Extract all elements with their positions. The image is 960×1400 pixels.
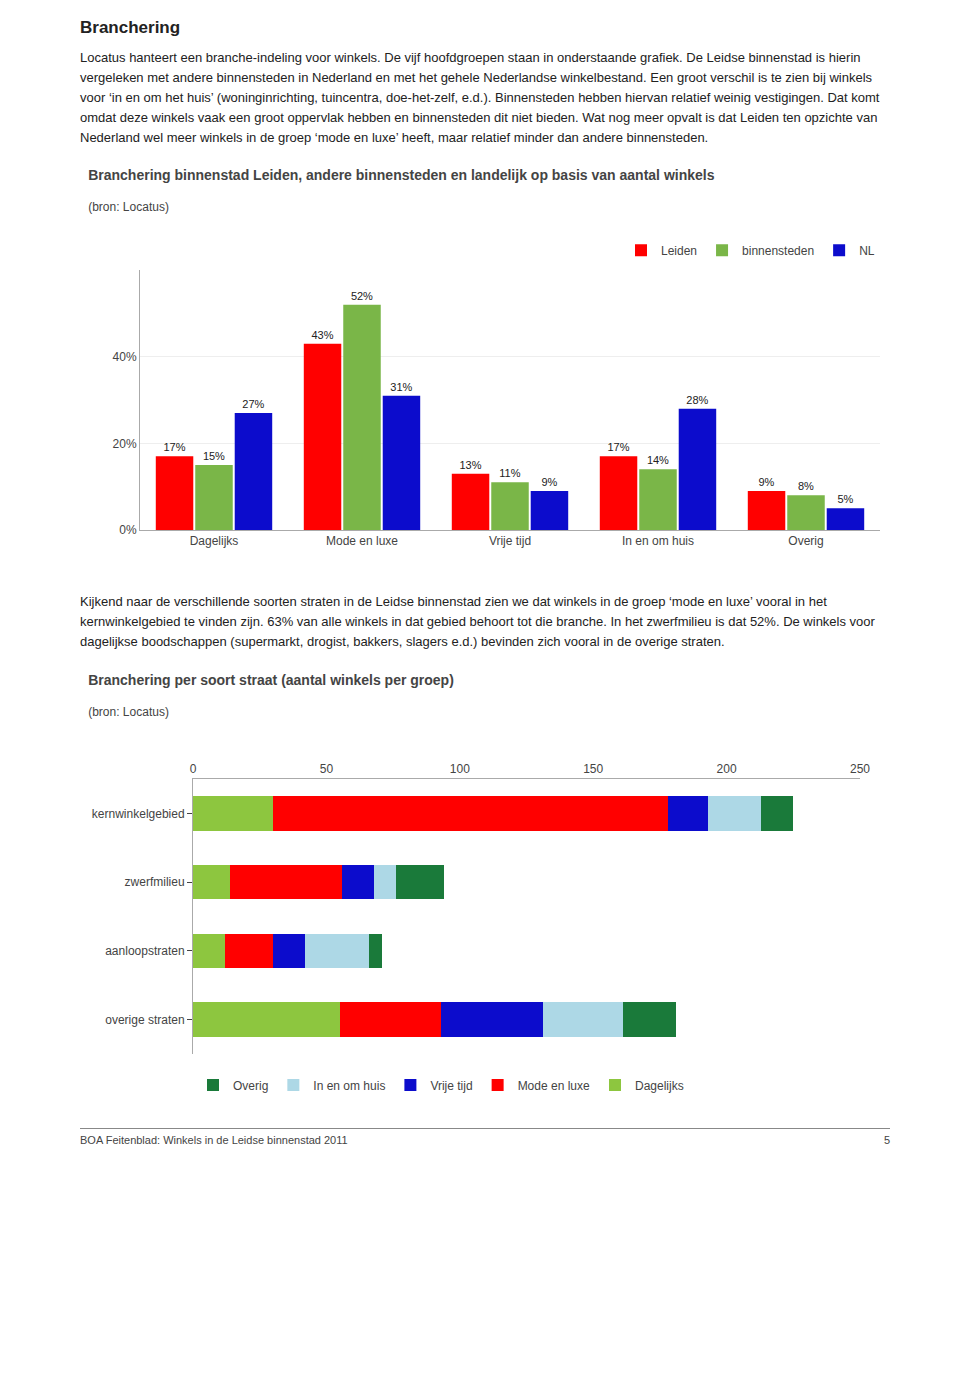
svg-text:In en om huis: In en om huis [313, 1079, 385, 1093]
svg-text:17%: 17% [607, 441, 629, 453]
svg-text:kernwinkelgebied: kernwinkelgebied [92, 807, 185, 821]
svg-text:5%: 5% [837, 493, 853, 505]
svg-text:31%: 31% [390, 381, 412, 393]
html-text:Locatus hanteert een branche-i: Locatus hanteert een branche-indeling vo… [80, 50, 880, 145]
svg-text:Branchering per soort straat (: Branchering per soort straat (aantal win… [88, 672, 454, 688]
html-text:5: 5 [883, 1134, 890, 1146]
svg-text:aanloopstraten: aanloopstraten [105, 944, 184, 958]
svg-text:Overig: Overig [788, 534, 823, 548]
svg-text:200: 200 [717, 762, 737, 776]
svg-text:Leiden: Leiden [661, 244, 697, 258]
svg-text:zwerfmilieu: zwerfmilieu [125, 875, 185, 889]
svg-text:Vrije tijd: Vrije tijd [430, 1079, 472, 1093]
svg-text:Vrije tijd: Vrije tijd [489, 534, 531, 548]
svg-text:100: 100 [450, 762, 470, 776]
svg-text:Branchering binnenstad Leiden,: Branchering binnenstad Leiden, andere bi… [88, 167, 714, 183]
svg-text:28%: 28% [686, 394, 708, 406]
svg-text:9%: 9% [758, 476, 774, 488]
svg-text:50: 50 [320, 762, 334, 776]
svg-text:binnensteden: binnensteden [742, 244, 814, 258]
svg-text:13%: 13% [459, 459, 481, 471]
svg-text:NL: NL [859, 244, 875, 258]
svg-text:overige straten: overige straten [105, 1013, 184, 1027]
svg-text:20%: 20% [113, 437, 137, 451]
svg-text:Overig: Overig [233, 1079, 268, 1093]
svg-text:17%: 17% [163, 441, 185, 453]
svg-text:Mode en luxe: Mode en luxe [518, 1079, 590, 1093]
svg-text:9%: 9% [541, 476, 557, 488]
svg-text:250: 250 [850, 762, 870, 776]
svg-text:43%: 43% [311, 329, 333, 341]
svg-text:14%: 14% [647, 454, 669, 466]
svg-text:27%: 27% [242, 398, 264, 410]
svg-text:0%: 0% [119, 523, 137, 537]
svg-text:15%: 15% [203, 450, 225, 462]
svg-text:(bron: Locatus): (bron: Locatus) [88, 705, 169, 719]
svg-text:Dagelijks: Dagelijks [635, 1079, 684, 1093]
svg-text:(bron: Locatus): (bron: Locatus) [88, 200, 169, 214]
svg-text:0: 0 [190, 762, 197, 776]
svg-text:Mode en luxe: Mode en luxe [326, 534, 398, 548]
html-text:BOA Feitenblad: Winkels in de: BOA Feitenblad: Winkels in de Leidse bin… [80, 1134, 348, 1146]
svg-text:150: 150 [583, 762, 603, 776]
svg-text:In en om huis: In en om huis [622, 534, 694, 548]
svg-text:8%: 8% [798, 480, 814, 492]
svg-text:11%: 11% [499, 467, 520, 479]
html-text:Kijkend naar de verschillende: Kijkend naar de verschillende soorten st… [80, 594, 875, 649]
html-text:Branchering: Branchering [80, 18, 181, 37]
svg-text:Dagelijks: Dagelijks [190, 534, 239, 548]
svg-text:52%: 52% [351, 290, 373, 302]
svg-text:40%: 40% [113, 350, 137, 364]
